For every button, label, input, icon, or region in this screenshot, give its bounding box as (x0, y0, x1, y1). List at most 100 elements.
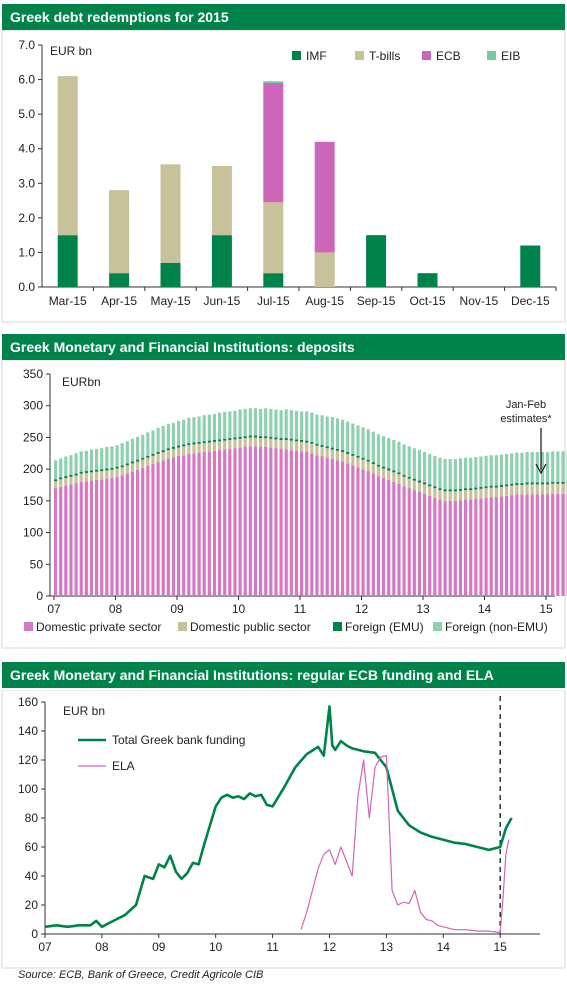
chart2-legend-label: Domestic public sector (190, 620, 311, 634)
chart2-bar (264, 438, 268, 447)
chart2-bar (120, 443, 124, 466)
chart2-bar (402, 476, 406, 487)
chart2-bar (535, 484, 539, 495)
chart1-xtick-label: Aug-15 (305, 294, 344, 308)
chart2-bar (551, 481, 555, 484)
chart2-bar (171, 422, 176, 447)
chart1-xtick-label: Dec-15 (511, 294, 550, 308)
deposits-chart: 0 50 100 150 200 250 300 350 EURbn 07 08 09 10 11 12 13… (1, 360, 567, 649)
chart2-bar (207, 414, 211, 441)
chart2-bar (335, 460, 340, 596)
chart3-ytick-label: 120 (18, 753, 38, 767)
chart1-ylabel: EUR bn (50, 44, 92, 58)
chart2-bar (397, 472, 401, 475)
chart2-bar (125, 441, 129, 464)
chart2-bar (325, 448, 329, 458)
chart2-bar (238, 447, 242, 596)
chart2-bar (182, 444, 186, 447)
chart2-bar (325, 416, 329, 447)
chart1-ytick-label: 4.0 (18, 142, 35, 156)
chart2-bar (438, 490, 442, 500)
chart2-bar (156, 462, 160, 596)
chart2-bar (423, 493, 427, 596)
chart2-bar (525, 452, 529, 483)
source-note: Source: ECB, Bank of Greece, Credit Agri… (18, 969, 264, 981)
chart2-bar (305, 411, 309, 441)
chart2-bar (248, 435, 252, 438)
chart2-bar (325, 457, 329, 596)
chart3-ytick-label: 140 (18, 724, 38, 738)
chart2-bar (177, 420, 181, 446)
chart2-bar (248, 437, 252, 447)
chart2-bar (110, 446, 114, 468)
chart2-bar (510, 453, 514, 484)
chart2-bar (269, 436, 273, 439)
chart2-bar (120, 475, 124, 596)
chart2-bar (74, 483, 78, 596)
chart2-bar (202, 443, 206, 453)
chart2-bar (130, 461, 135, 464)
chart2-bar (253, 446, 258, 596)
chart2-bar (130, 438, 135, 462)
chart2-bar (407, 488, 411, 596)
chart1-legend-label: T-bills (369, 49, 400, 63)
chart2-bar (136, 461, 140, 470)
chart2-bar (233, 448, 237, 596)
chart2-bar (453, 491, 457, 501)
chart2-bar (540, 452, 545, 483)
chart2-ytick-label: 150 (23, 494, 43, 508)
chart2-bar (192, 453, 196, 596)
chart2-bar (489, 487, 493, 498)
chart2-bar (453, 458, 457, 490)
chart2-bar (54, 460, 58, 480)
chart2-bar (259, 436, 263, 439)
chart2-bar (443, 500, 447, 596)
chart1-bar (314, 141, 335, 253)
chart2-bar (253, 435, 258, 438)
chart2-bar (69, 474, 73, 477)
chart2-bar (151, 464, 155, 596)
chart2-bar (546, 452, 550, 483)
chart2-bar (499, 454, 504, 485)
chart2-bar (64, 476, 68, 479)
chart2-bar (269, 408, 273, 437)
chart2-bar (253, 437, 258, 447)
chart2-bar (453, 489, 457, 492)
chart1-legend-swatch (487, 51, 496, 60)
chart2-bar (392, 439, 396, 471)
chart2-bar (530, 452, 534, 483)
chart2-bar (105, 470, 109, 479)
chart2-bar (238, 409, 242, 437)
chart2-bar (530, 494, 534, 596)
chart2-bar (443, 458, 447, 490)
chart2-bar (392, 472, 396, 482)
chart2-bar (161, 452, 165, 461)
chart2-bar (515, 494, 519, 596)
chart2-bar (187, 443, 191, 446)
chart1-ytick-label: 6.0 (18, 73, 35, 87)
chart2-bar (315, 443, 319, 446)
chart1-ytick-label: 1.0 (18, 245, 35, 259)
chart2-bar (223, 438, 227, 441)
chart2-bar (499, 485, 504, 487)
chart2-bar (207, 451, 211, 596)
chart2-ytick-label: 250 (23, 430, 43, 444)
chart2-bar (489, 485, 493, 488)
chart2-bar (294, 439, 299, 442)
chart2-bar (264, 408, 268, 437)
chart2-bar (484, 488, 488, 498)
chart2-bar (259, 438, 263, 447)
chart2-bar (59, 458, 63, 478)
chart2-bar (161, 460, 165, 596)
chart3-series-ela (300, 754, 510, 934)
chart2-bar (315, 445, 319, 456)
chart2-xtick-label: 11 (294, 602, 307, 616)
chart2-bar (499, 496, 504, 596)
chart2-bar (146, 457, 150, 466)
chart2-bar (438, 499, 442, 596)
chart2-bar (115, 466, 119, 469)
chart2-bar (177, 455, 181, 596)
chart2-bar (223, 440, 227, 450)
chart1-bar (109, 273, 130, 287)
chart2-bar (310, 443, 314, 454)
